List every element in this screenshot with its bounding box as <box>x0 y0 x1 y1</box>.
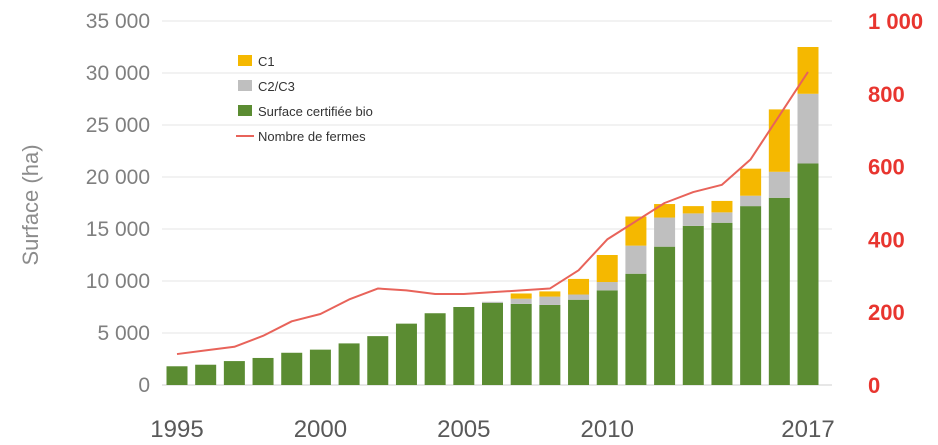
right-tick-label: 0 <box>868 373 880 398</box>
bar-c2-c3-2008 <box>539 296 561 305</box>
left-tick-label: 15 000 <box>86 218 150 241</box>
bar-surface-certifi-e-bio-1999 <box>281 352 303 385</box>
bar-c1-2008 <box>539 291 561 297</box>
legend-label-nombre-de-fermes: Nombre de fermes <box>258 129 366 144</box>
bar-c2-c3-2016 <box>768 171 790 198</box>
bar-surface-certifi-e-bio-1995 <box>166 366 188 385</box>
bar-c2-c3-2012 <box>654 217 676 247</box>
right-tick-label: 800 <box>868 82 905 107</box>
bar-c2-c3-2014 <box>711 212 733 223</box>
left-axis-ticks: 0 5 000 10 000 15 000 20 000 25 000 30 000 35 0… <box>86 10 150 397</box>
bar-surface-certifi-e-bio-2014 <box>711 222 733 385</box>
line-nombre-de-fermes <box>176 71 809 356</box>
bar-surface-certifi-e-bio-2008 <box>539 304 561 385</box>
bar-surface-certifi-e-bio-2002 <box>367 336 389 385</box>
right-tick-label: 400 <box>868 227 905 252</box>
x-axis-ticks: 1995 2000 2005 2010 2017 <box>150 416 834 443</box>
bar-surface-certifi-e-bio-2005 <box>453 307 475 385</box>
bar-surface-certifi-e-bio-2000 <box>309 349 331 385</box>
bar-surface-certifi-e-bio-2007 <box>510 303 532 385</box>
left-tick-label: 20 000 <box>86 166 150 189</box>
bar-c2-c3-2017 <box>797 93 819 164</box>
bar-surface-certifi-e-bio-2010 <box>596 290 618 385</box>
bar-surface-certifi-e-bio-2017 <box>797 163 819 385</box>
bar-c1-2014 <box>711 200 733 213</box>
bar-surface-certifi-e-bio-2012 <box>654 246 676 385</box>
x-tick-label: 2017 <box>781 416 834 443</box>
bar-surface-certifi-e-bio-2003 <box>395 323 417 385</box>
legend-swatch-c1 <box>238 55 252 66</box>
bar-c1-2017 <box>797 47 819 94</box>
bar-surface-certifi-e-bio-2006 <box>482 302 503 385</box>
x-tick-label: 1995 <box>150 416 203 443</box>
right-tick-label: 1 000 <box>868 9 923 34</box>
bar-c1-2016 <box>768 109 790 172</box>
right-tick-label: 200 <box>868 300 905 325</box>
bar-c2-c3-2013 <box>682 213 704 226</box>
left-tick-label: 30 000 <box>86 62 150 85</box>
legend-swatch-surface-certifi-e-bio <box>238 105 252 116</box>
bar-c2-c3-2009 <box>568 294 590 300</box>
bar-c2-c3-2007 <box>510 298 532 304</box>
legend-swatch-c2-c3 <box>238 80 252 91</box>
x-tick-label: 2005 <box>437 416 490 443</box>
legend-label-surface-certifi-e-bio: Surface certifiée bio <box>258 104 373 119</box>
bars <box>166 47 819 385</box>
legend: C1 C2/C3 Surface certifiée bio Nombre de fe… <box>236 54 373 144</box>
farms-line-layer <box>176 71 809 356</box>
legend-label-c2-c3: C2/C3 <box>258 79 295 94</box>
left-tick-label: 35 000 <box>86 10 150 33</box>
bar-surface-certifi-e-bio-2011 <box>625 273 647 385</box>
y-axis-label: Surface (ha) <box>18 144 43 265</box>
left-tick-label: 0 <box>138 374 150 397</box>
left-tick-label: 5 000 <box>97 322 150 345</box>
bar-surface-certifi-e-bio-2016 <box>768 197 790 385</box>
bar-c1-2010 <box>596 255 618 283</box>
bar-c1-2013 <box>682 206 704 214</box>
bar-c2-c3-2015 <box>740 195 762 207</box>
x-tick-label: 2000 <box>294 416 347 443</box>
bar-surface-certifi-e-bio-2001 <box>338 343 360 385</box>
legend-label-c1: C1 <box>258 54 275 69</box>
bar-surface-certifi-e-bio-1996 <box>195 364 217 385</box>
bar-c1-2015 <box>740 168 762 196</box>
bar-c2-c3-2010 <box>596 282 618 291</box>
bar-c2-c3-2011 <box>625 245 647 274</box>
left-tick-label: 10 000 <box>86 270 150 293</box>
bar-c1-2012 <box>654 204 676 218</box>
bar-c2-c3-2006 <box>482 301 503 303</box>
bar-c1-2009 <box>568 278 590 295</box>
bar-surface-certifi-e-bio-2015 <box>740 206 762 385</box>
bar-surface-certifi-e-bio-1998 <box>252 357 274 385</box>
bar-surface-certifi-e-bio-2009 <box>568 299 590 385</box>
bar-surface-certifi-e-bio-2004 <box>424 313 446 385</box>
left-tick-label: 25 000 <box>86 114 150 137</box>
bar-surface-certifi-e-bio-1997 <box>223 361 245 385</box>
bar-surface-certifi-e-bio-2013 <box>682 225 704 385</box>
gridlines <box>162 20 832 386</box>
right-tick-label: 600 <box>868 155 905 180</box>
right-axis-ticks: 0 200 400 600 800 1 000 <box>868 9 923 398</box>
bar-c1-2007 <box>510 293 532 299</box>
x-tick-label: 2010 <box>581 416 634 443</box>
